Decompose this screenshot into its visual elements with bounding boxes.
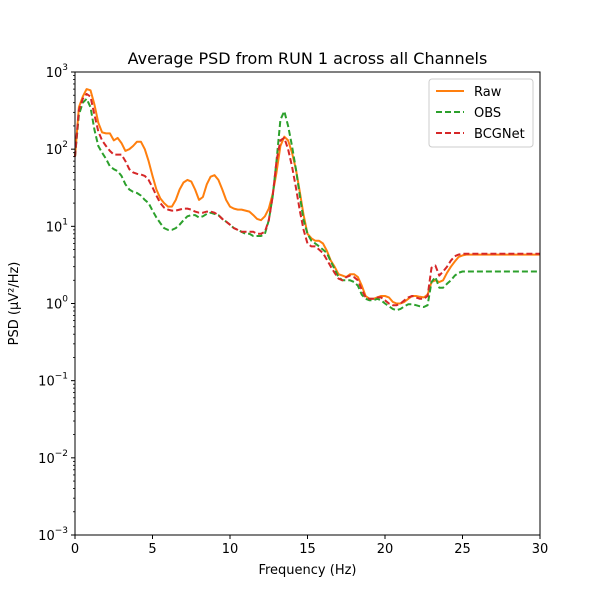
y-tick-label: 10−3: [38, 526, 68, 544]
legend-box: [428, 78, 534, 148]
y-tick-base: 10: [46, 220, 63, 235]
series-layer: [74, 88, 540, 312]
y-tick-base: 10: [46, 143, 63, 158]
y-tick-label: 10−1: [38, 372, 68, 390]
y-tick-base: 10: [38, 452, 55, 467]
y-tick-exponent: −3: [55, 526, 68, 536]
legend-label-bcgnet: BCGNet: [474, 127, 525, 142]
x-tick-label: 20: [377, 542, 394, 557]
y-tick-base: 10: [46, 298, 63, 313]
y-tick-exponent: 1: [62, 217, 68, 227]
legend-label-obs: OBS: [474, 106, 501, 121]
legend-label-raw: Raw: [474, 85, 502, 100]
y-tick-label: 103: [46, 63, 68, 81]
y-axis-label: PSD (μV²/Hz): [7, 262, 22, 346]
x-tick-label: 0: [71, 542, 79, 557]
y-tick-label: 100: [46, 295, 69, 313]
y-tick-label: 101: [46, 217, 68, 235]
series-line-raw: [74, 88, 540, 305]
series-line-obs: [74, 97, 540, 312]
y-tick-base: 10: [46, 66, 63, 81]
chart-title: Average PSD from RUN 1 across all Channe…: [128, 49, 488, 68]
legend: Raw OBS BCGNet: [428, 78, 534, 148]
x-axis-ticks: 0 5 10 15 20 25 30: [71, 535, 548, 557]
y-tick-base: 10: [38, 375, 55, 390]
y-tick-base: 10: [38, 529, 55, 544]
x-axis-label: Frequency (Hz): [258, 563, 356, 578]
x-tick-label: 25: [454, 542, 471, 557]
y-tick-exponent: 3: [62, 63, 68, 73]
y-tick-label: 102: [46, 140, 68, 158]
x-tick-label: 10: [222, 542, 239, 557]
x-tick-label: 5: [148, 542, 156, 557]
x-tick-label: 15: [299, 542, 316, 557]
x-tick-label: 30: [532, 542, 549, 557]
y-tick-exponent: −2: [55, 449, 68, 459]
y-tick-exponent: 2: [62, 140, 68, 150]
y-tick-exponent: 0: [62, 295, 68, 305]
legend-entries: Raw OBS BCGNet: [436, 85, 525, 142]
y-tick-exponent: −1: [55, 372, 68, 382]
y-tick-label: 10−2: [38, 449, 68, 467]
